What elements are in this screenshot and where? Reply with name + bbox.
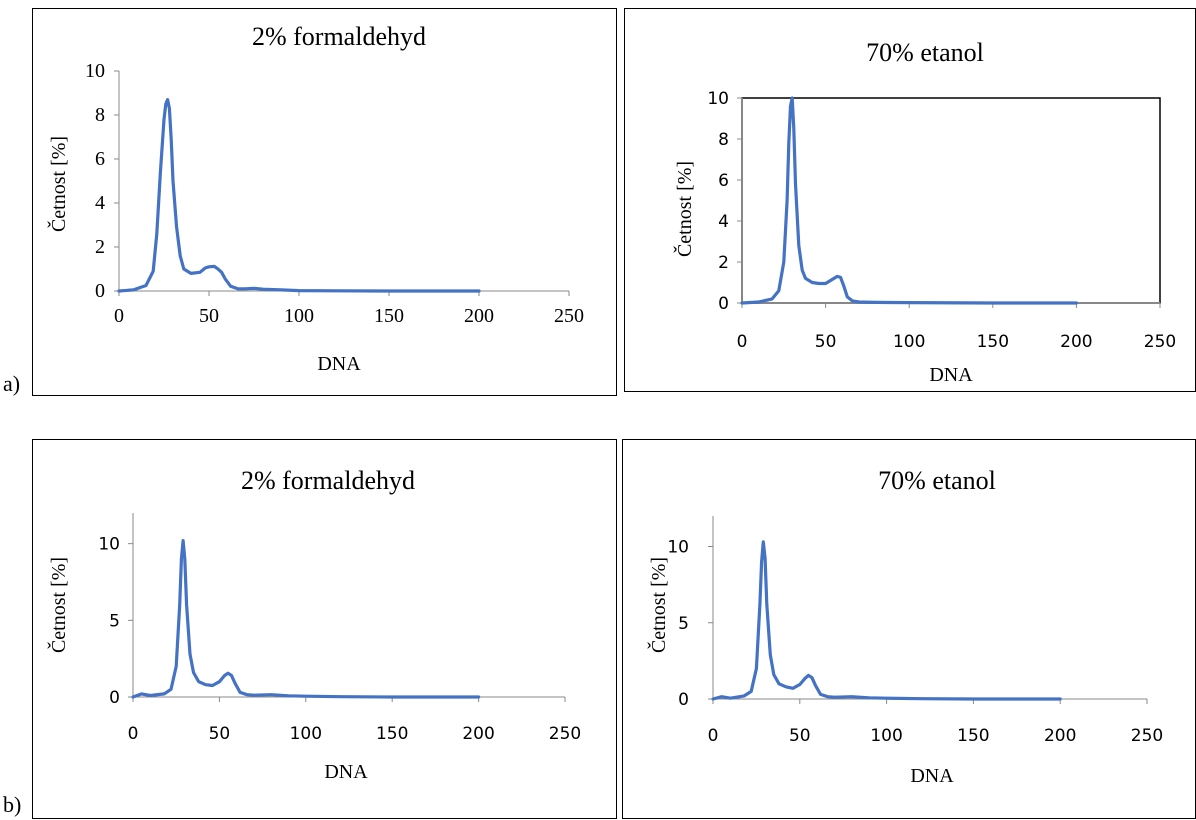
chart-2-y-axis-label: Četnost [%] (672, 161, 696, 257)
chart-1-title: 2% formaldehyd (252, 22, 426, 51)
chart-3-x-tick-label: 100 (290, 724, 322, 744)
chart-4-y-tick-label: 5 (678, 614, 689, 634)
chart-3-y-axis-label: Četnost [%] (46, 557, 70, 653)
chart-4-title: 70% etanol (878, 466, 996, 495)
chart-4-x-tick-label: 200 (1044, 726, 1076, 746)
chart-3-y-tick-label: 0 (109, 688, 120, 708)
chart-2-x-axis-label: DNA (929, 364, 973, 386)
chart-2-x-tick-label: 100 (893, 332, 925, 352)
chart-3-x-tick-label: 50 (209, 724, 231, 744)
chart-1-x-axis-label: DNA (317, 353, 361, 375)
chart-4-y-tick-label: 0 (678, 690, 689, 710)
chart-1-x-tick-label: 0 (114, 305, 124, 327)
chart-2-title: 70% etanol (866, 38, 984, 67)
chart-1-y-tick-label: 10 (85, 60, 105, 82)
chart-4-x-tick-label: 250 (1131, 726, 1163, 746)
chart-panel-a-etanol: 0 2 4 6 8 10 0 50 100 150 200 250 70% etanol DNA Četno… (624, 8, 1196, 392)
chart-4-y-axis-label: Četnost [%] (646, 557, 670, 653)
chart-3-x-tick-label: 150 (376, 724, 408, 744)
chart-1-x-tick-label: 200 (464, 305, 494, 327)
chart-1-x-tick-label: 100 (284, 305, 314, 327)
chart-3-x-tick-label: 250 (549, 724, 581, 744)
chart-2-x-tick-label: 150 (977, 332, 1009, 352)
chart-4-x-tick-label: 100 (870, 726, 902, 746)
chart-3-title: 2% formaldehyd (241, 466, 415, 495)
panel-label-b: b) (3, 792, 22, 817)
panel-label-a: a) (3, 371, 21, 396)
chart-4-x-axis-label: DNA (910, 765, 954, 787)
chart-1-y-tick-label: 6 (95, 148, 105, 170)
chart-2-y-tick-label: 0 (718, 294, 729, 314)
chart-4-x-tick-label: 150 (957, 726, 989, 746)
chart-2-x-tick-label: 50 (815, 332, 837, 352)
chart-1-y-tick-label: 4 (95, 192, 105, 214)
chart-3-y-tick-label: 5 (109, 611, 120, 631)
chart-1-series-line (117, 97, 481, 293)
chart-1-y-tick-label: 8 (95, 104, 105, 126)
chart-2-y-tick-label: 4 (718, 212, 729, 232)
chart-2-y-tick-label: 6 (718, 171, 729, 191)
chart-2-x-tick-label: 0 (737, 332, 748, 352)
chart-panel-b-etanol: 0 5 10 0 50 100 150 200 250 70% etanol DNA Četnost … (622, 439, 1196, 819)
chart-2-y-tick-label: 10 (707, 89, 729, 109)
chart-1-x-tick-label: 50 (199, 305, 219, 327)
chart-2-x-tick-label: 250 (1144, 332, 1176, 352)
chart-3-series-line (131, 538, 481, 699)
chart-panel-a-formaldehyd: 0 2 4 6 8 10 0 50 100 150 200 250 2% formaldehyd DNA Č… (32, 8, 617, 396)
chart-1-y-tick-label: 2 (95, 236, 105, 258)
chart-1-y-tick-label: 0 (95, 280, 105, 302)
chart-3-x-axis-label: DNA (324, 761, 368, 783)
chart-1-y-axis-label: Četnost [%] (46, 136, 70, 232)
chart-4-x-tick-label: 50 (789, 726, 811, 746)
chart-4-x-tick-label: 0 (708, 726, 719, 746)
chart-2-series-line (740, 96, 1078, 305)
chart-3-y-tick-label: 10 (98, 535, 120, 555)
chart-3-x-tick-label: 0 (128, 724, 139, 744)
chart-2-y-tick-label: 2 (718, 253, 729, 273)
chart-3-x-tick-label: 200 (462, 724, 494, 744)
chart-4-series-line (711, 540, 1062, 701)
chart-panel-b-formaldehyd: 0 5 10 0 50 100 150 200 250 2% formaldehyd DNA Četn… (32, 439, 617, 819)
chart-1-x-tick-label: 250 (554, 305, 584, 327)
chart-1-x-tick-label: 150 (374, 305, 404, 327)
chart-2-y-tick-label: 8 (718, 130, 729, 150)
chart-4-y-tick-label: 10 (667, 538, 689, 558)
chart-2-x-tick-label: 200 (1060, 332, 1092, 352)
